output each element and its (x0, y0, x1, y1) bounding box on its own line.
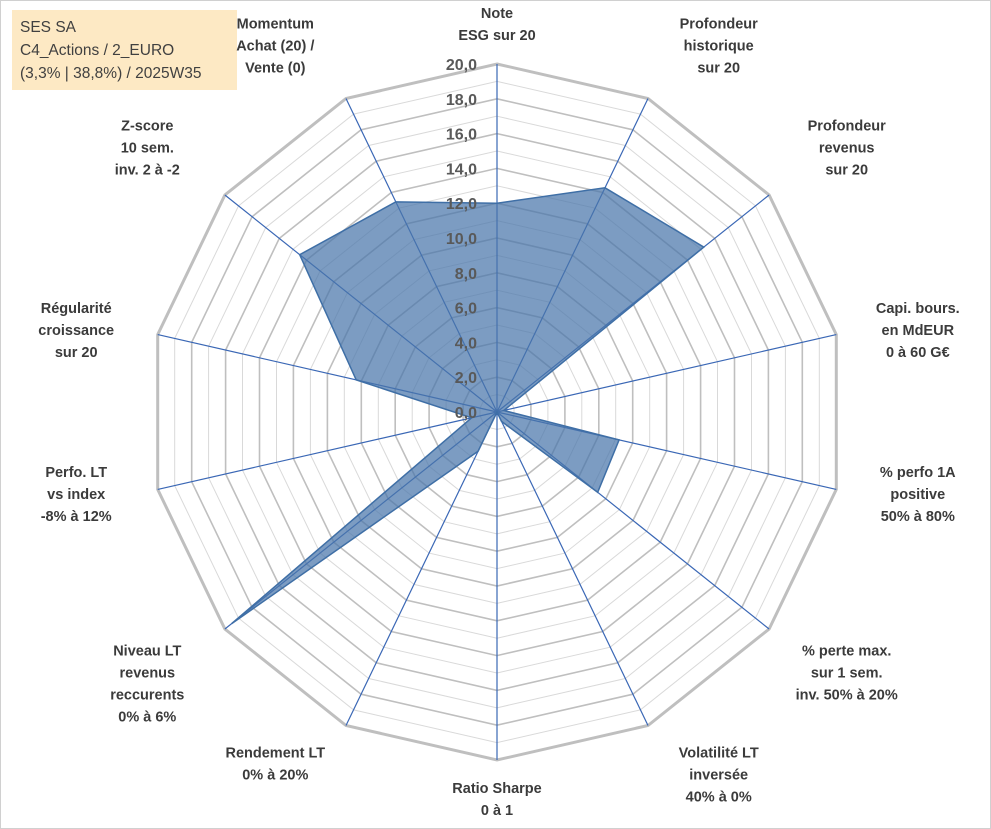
tick-label: 18,0 (446, 92, 477, 109)
axis-label-line: Régularité (41, 301, 112, 317)
tick-label: 10,0 (446, 231, 477, 248)
axis-label-line: revenus (819, 141, 875, 157)
axis-label-line: Rendement LT (225, 746, 325, 762)
tick-label: 8,0 (455, 266, 477, 283)
axis-label-line: Momentum (237, 16, 314, 32)
axis-label-line: 50% à 80% (881, 509, 955, 525)
tick-label: 12,0 (446, 196, 477, 213)
axis-spoke (157, 411, 498, 490)
axis-label-line: sur 20 (55, 345, 98, 361)
tick-label: 4,0 (455, 335, 477, 352)
tick-label: 14,0 (446, 161, 477, 178)
axis-label: Régularité croissance sur 20 (38, 301, 114, 361)
axis-label-line: % perte max. (802, 643, 891, 659)
axis-label-line: 0 à 60 G€ (886, 345, 950, 361)
axis-label-line: 0% à 20% (242, 768, 308, 784)
axis-label-line: Profondeur (808, 119, 886, 135)
axis-label: Profondeur historique sur 20 (680, 16, 758, 76)
axis-label-line: croissance (38, 323, 114, 339)
axis-label-line: Profondeur (680, 16, 758, 32)
axis-label-line: vs index (47, 487, 105, 503)
axis-label-line: 10 sem. (121, 141, 174, 157)
radar-axis-labels: Note ESG sur 20 Profondeur historique sur 20… (38, 6, 959, 819)
tick-label: 2,0 (455, 370, 477, 387)
axis-label-line: -8% à 12% (41, 509, 112, 525)
axis-label-line: 0 à 1 (481, 803, 513, 819)
axis-label-line: revenus (119, 665, 175, 681)
axis-label: Momentum Achat (20) / Vente (0) (236, 16, 314, 76)
axis-label: Ratio Sharpe 0 à 1 (452, 781, 541, 819)
axis-label: % perte max. sur 1 sem. inv. 50% à 20% (796, 643, 898, 703)
tick-label: 20,0 (446, 57, 477, 74)
axis-label-line: reccurents (110, 687, 184, 703)
axis-label-line: en MdEUR (882, 323, 955, 339)
tick-label: 0,0 (455, 405, 477, 422)
tick-label: 16,0 (446, 127, 477, 144)
axis-label: Note ESG sur 20 (458, 6, 535, 44)
stats-label: (3,3% | 38,8%) / 2025W35 (20, 65, 202, 82)
axis-label: Profondeur revenus sur 20 (808, 119, 886, 179)
axis-label-line: ESG sur 20 (458, 28, 535, 44)
radar-tick-labels: 0,0 2,0 4,0 6,0 8,0 10,0 12,0 14,0 16,0 18,0 20,0 (446, 57, 477, 422)
axis-label-line: 0% à 6% (118, 709, 176, 725)
axis-label-line: sur 20 (697, 60, 740, 76)
axis-label-line: Note (481, 6, 513, 22)
axis-label: Rendement LT 0% à 20% (225, 746, 325, 784)
tick-label: 6,0 (455, 301, 477, 318)
axis-label-line: Capi. bours. (876, 301, 960, 317)
radar-series (231, 187, 706, 625)
axis-label-line: Vente (0) (245, 60, 306, 76)
axis-label-line: 40% à 0% (686, 790, 752, 806)
category-label: C4_Actions / 2_EURO (20, 42, 175, 59)
axis-label-line: % perfo 1A (880, 465, 956, 481)
axis-label-line: inv. 50% à 20% (796, 687, 898, 703)
axis-label-line: sur 20 (825, 163, 868, 179)
axis-spoke (496, 411, 649, 726)
axis-label: Niveau LT revenus reccurents 0% à 6% (110, 643, 184, 725)
axis-label: Volatilité LT inversée 40% à 0% (679, 746, 759, 806)
axis-label-line: Perfo. LT (45, 465, 107, 481)
axis-label-line: historique (684, 38, 754, 54)
axis-label-line: inversée (689, 768, 748, 784)
info-box: SES SA C4_Actions / 2_EURO (3,3% | 38,8%… (12, 10, 237, 90)
axis-label-line: positive (890, 487, 945, 503)
axis-label-line: Volatilité LT (679, 746, 759, 762)
company-name: SES SA (20, 19, 76, 36)
axis-label-line: Niveau LT (113, 643, 181, 659)
axis-label: Perfo. LT vs index -8% à 12% (41, 465, 112, 525)
axis-label: % perfo 1A positive 50% à 80% (880, 465, 956, 525)
axis-label-line: sur 1 sem. (811, 665, 883, 681)
axis-spoke (496, 334, 837, 413)
axis-label-line: Z-score (121, 119, 173, 135)
axis-spoke (345, 411, 498, 726)
axis-label: Z-score 10 sem. inv. 2 à -2 (115, 119, 180, 179)
axis-label: Capi. bours. en MdEUR 0 à 60 G€ (876, 301, 960, 361)
axis-label-line: Ratio Sharpe (452, 781, 541, 797)
axis-label-line: Achat (20) / (236, 38, 314, 54)
axis-label-line: inv. 2 à -2 (115, 163, 180, 179)
